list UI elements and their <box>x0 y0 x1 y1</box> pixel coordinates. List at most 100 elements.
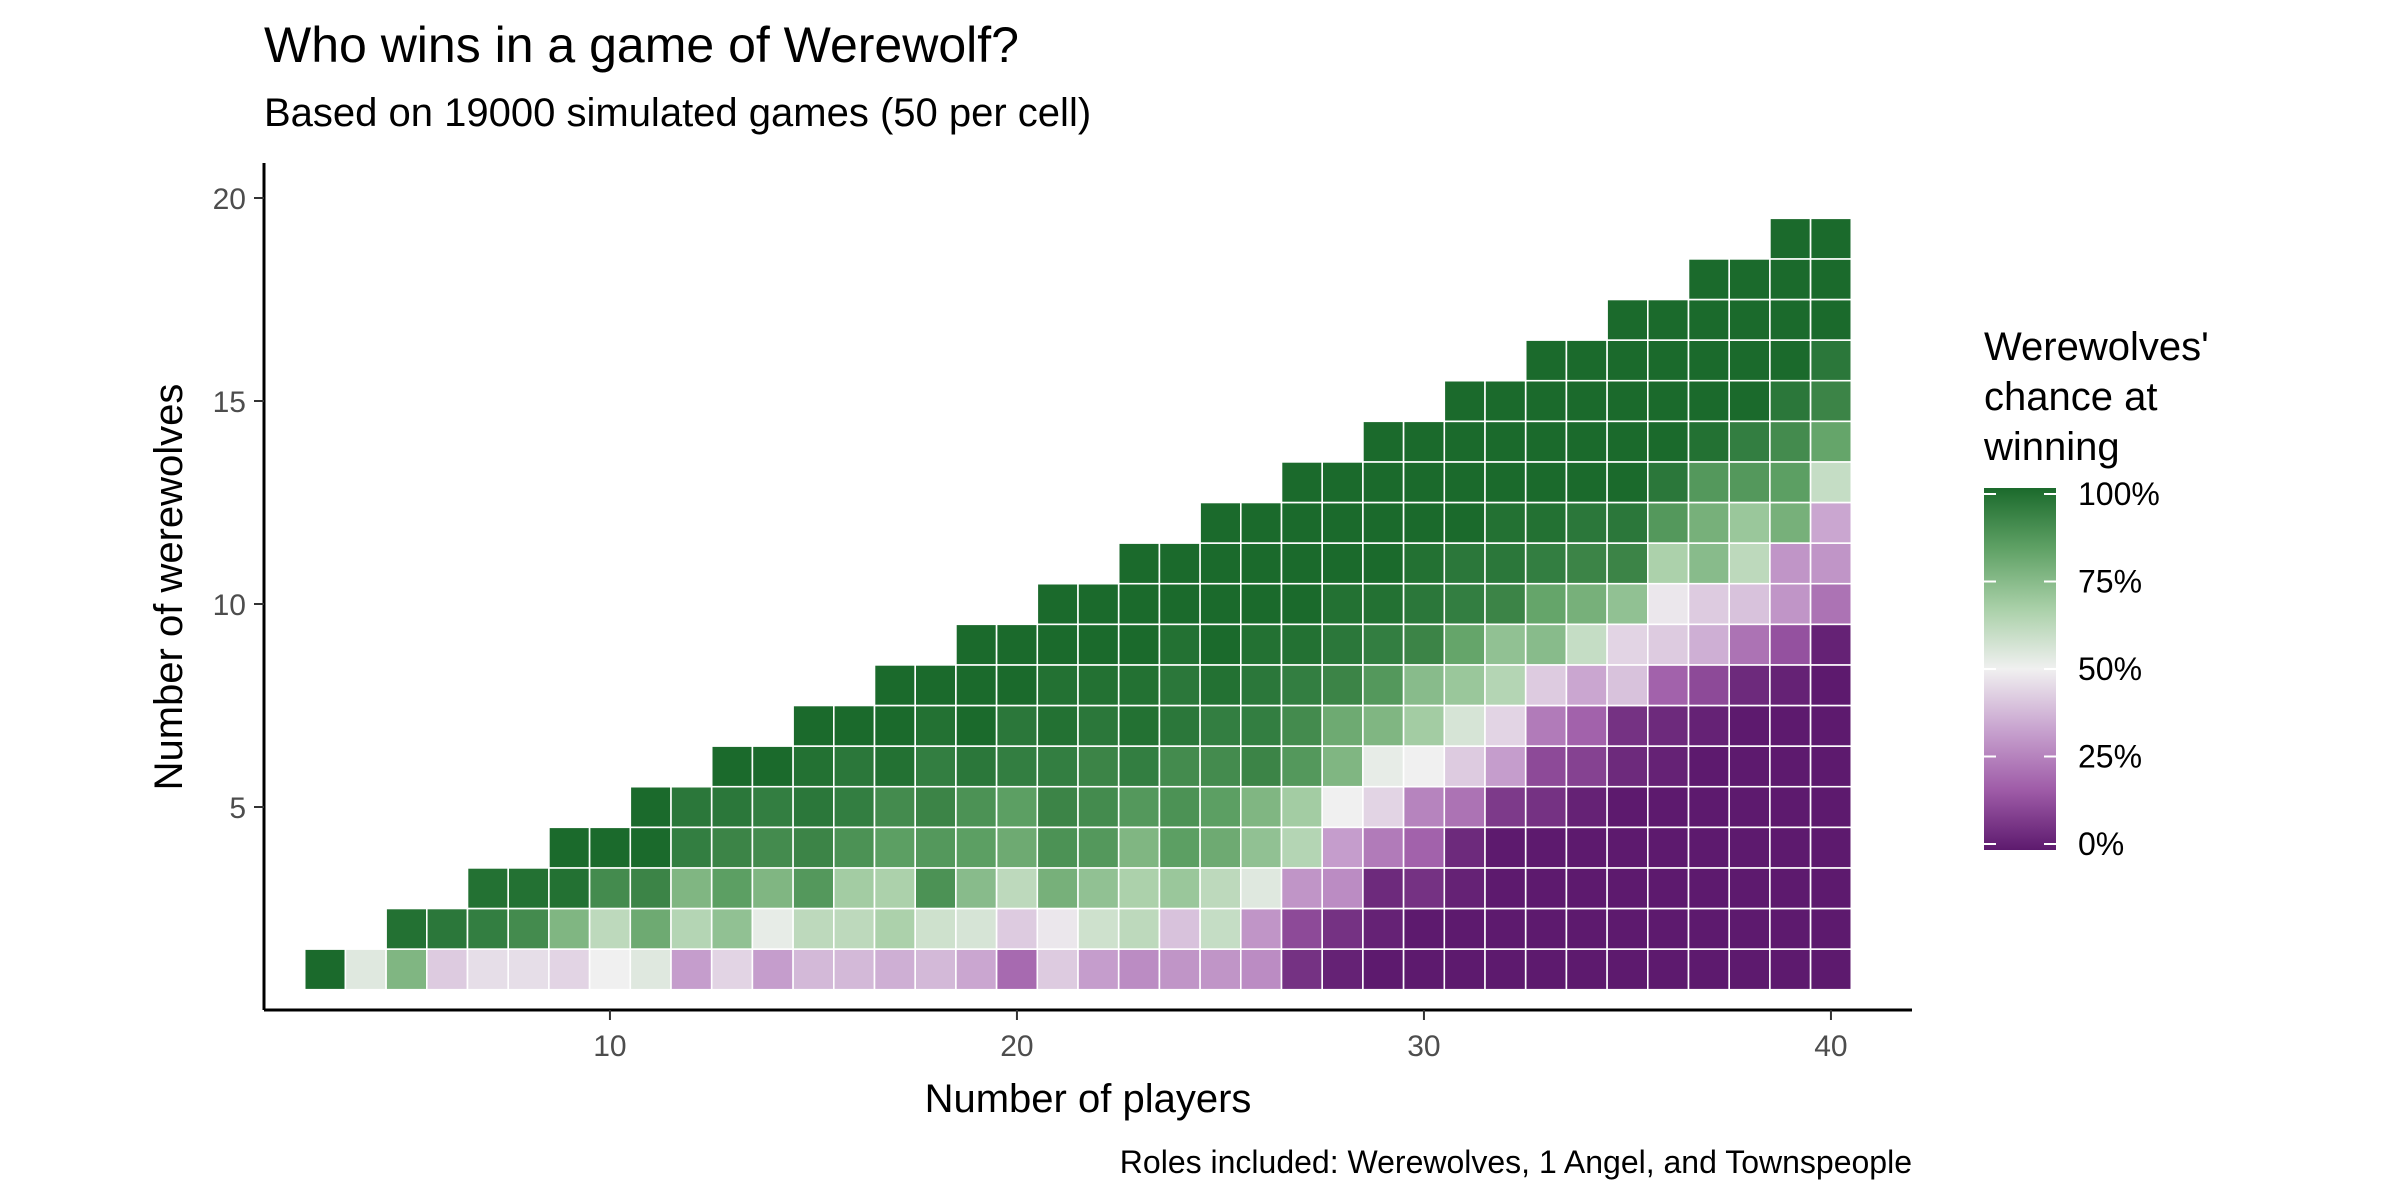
heatmap-cell <box>1687 339 1731 382</box>
heatmap-cell <box>1443 582 1486 626</box>
heatmap-cell <box>955 623 998 666</box>
heatmap-cell <box>914 867 957 910</box>
y-tick-label: 20 <box>213 183 246 216</box>
heatmap-cell <box>751 745 794 788</box>
heatmap-cell <box>873 867 917 910</box>
heatmap-cell <box>1687 948 1731 991</box>
heatmap-cell <box>873 704 917 747</box>
heatmap-cell <box>1606 948 1649 991</box>
heatmap-cell <box>1606 867 1649 910</box>
heatmap-cell <box>1565 664 1608 707</box>
heatmap-cell <box>1809 704 1853 747</box>
heatmap-cell <box>1728 826 1771 869</box>
heatmap-cell <box>792 948 835 991</box>
heatmap-cell <box>1443 826 1486 869</box>
heatmap-cell <box>1809 379 1853 423</box>
heatmap-cell <box>832 867 876 910</box>
heatmap-cell <box>1321 664 1364 707</box>
heatmap-cell <box>1769 379 1812 423</box>
heatmap-cell <box>1362 867 1405 910</box>
heatmap-cell <box>1158 623 1201 666</box>
heatmap-cell <box>1647 704 1690 747</box>
heatmap-cell <box>873 745 917 788</box>
heatmap-cell <box>1565 420 1608 463</box>
heatmap-cell <box>1321 785 1364 829</box>
legend-title-line-3: winning <box>1983 425 2120 469</box>
heatmap-cell <box>1280 867 1324 910</box>
heatmap-cell <box>1362 664 1405 707</box>
heatmap-cell <box>1769 664 1812 707</box>
heatmap-cell <box>1280 461 1324 504</box>
heatmap-cell <box>1524 461 1568 504</box>
heatmap-cell <box>1809 542 1853 585</box>
heatmap-cell <box>1565 704 1608 747</box>
legend-ticks: 100% 75% 50% 25% 0% <box>1984 476 2160 862</box>
legend-label: 0% <box>2078 826 2124 862</box>
heatmap-cell <box>1484 501 1527 544</box>
heatmap-cell <box>1362 785 1405 829</box>
heatmap-cell <box>1809 745 1853 788</box>
heatmap-cell <box>1240 785 1283 829</box>
heatmap-cell <box>1687 745 1731 788</box>
heatmap-cell <box>1647 785 1690 829</box>
heatmap-cell <box>1158 542 1201 585</box>
heatmap-cell <box>1524 339 1568 382</box>
heatmap-cell <box>1362 542 1405 585</box>
heatmap-cell <box>1321 745 1364 788</box>
heatmap-cell <box>792 745 835 788</box>
heatmap-cell <box>792 785 835 829</box>
heatmap-cell <box>832 745 876 788</box>
heatmap-cell <box>1647 461 1690 504</box>
heatmap-cell <box>1769 948 1812 991</box>
heatmap-cell <box>1117 907 1161 950</box>
heatmap-cell <box>1524 501 1568 544</box>
heatmap-cell <box>548 948 591 991</box>
heatmap-cell <box>1036 664 1079 707</box>
heatmap-cell <box>995 623 1039 666</box>
heatmap-cell <box>1809 298 1853 341</box>
heatmap-cell <box>1240 582 1283 626</box>
heatmap-cell <box>1484 948 1527 991</box>
heatmap-cell <box>1647 623 1690 666</box>
heatmap-cell <box>1565 745 1608 788</box>
heatmap-cell <box>1606 420 1649 463</box>
heatmap-cell <box>1077 745 1120 788</box>
heatmap-cell <box>1077 704 1120 747</box>
heatmap-cell <box>1809 501 1853 544</box>
heatmap-cell <box>1240 948 1283 991</box>
heatmap-cell <box>1687 907 1731 950</box>
heatmap-cell <box>1606 379 1649 423</box>
heatmap-cell <box>588 826 632 869</box>
heatmap-cell <box>1769 461 1812 504</box>
chart-title: Who wins in a game of Werewolf? <box>264 17 1019 73</box>
heatmap-cell <box>1199 826 1242 869</box>
heatmap-cell <box>1687 582 1731 626</box>
heatmap-cell <box>1321 704 1364 747</box>
heatmap-cell <box>1769 420 1812 463</box>
heatmap-cell <box>1199 785 1242 829</box>
heatmap-cell <box>1280 542 1324 585</box>
heatmap-cell <box>588 948 632 991</box>
x-tick-label: 40 <box>1814 1030 1847 1063</box>
heatmap-cell <box>1443 867 1486 910</box>
heatmap-cell <box>1647 501 1690 544</box>
heatmap-cell <box>1077 948 1120 991</box>
heatmap-cell <box>588 907 632 950</box>
heatmap-cell <box>1647 298 1690 341</box>
heatmap-cell <box>914 826 957 869</box>
heatmap-cell <box>1524 582 1568 626</box>
heatmap-cell <box>1484 664 1527 707</box>
heatmap-cell <box>1809 339 1853 382</box>
heatmap-cell <box>1565 948 1608 991</box>
heatmap-cell <box>1402 826 1446 869</box>
heatmap-cell <box>1443 542 1486 585</box>
heatmap-cell <box>1484 420 1527 463</box>
heatmap-cell <box>1117 867 1161 910</box>
heatmap-cell <box>1036 867 1079 910</box>
heatmap-cell <box>1728 664 1771 707</box>
heatmap-cell <box>873 948 917 991</box>
heatmap-cell <box>1524 948 1568 991</box>
heatmap-cell <box>710 826 754 869</box>
heatmap-cell <box>1321 501 1364 544</box>
heatmap-cell <box>1728 745 1771 788</box>
